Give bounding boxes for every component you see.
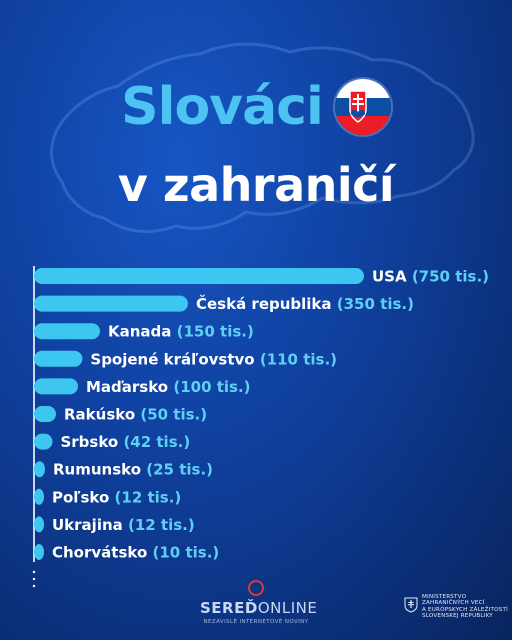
bar-kanada [34,323,100,340]
value-label: (50 tis.) [140,406,207,424]
bar-usa [34,268,364,284]
bar-label-chorvatsko: Chorvátsko (10 tis.) [52,544,219,562]
bar-label-ceska-republika: Česká republika (350 tis.) [196,294,414,313]
category-label: Česká republika [196,294,337,313]
page-title-line2: v zahraničí [117,158,395,212]
value-label: (25 tis.) [146,461,213,479]
title-text: Slováci [121,77,324,137]
value-label: (42 tis.) [123,433,190,451]
axis-dot [32,584,36,588]
bar-label-kanada: Kanada (150 tis.) [108,323,254,341]
seredonline-logo: SEREĎONLINE NEZÁVISLÉ INTERNETOVÉ NOVINY [200,580,318,625]
bar-ukrajina [34,516,44,533]
bar-label-rumunsko: Rumunsko (25 tis.) [53,461,213,479]
value-label: (350 tis.) [337,295,414,313]
category-label: Maďarsko [86,378,173,396]
bar-madarsko [34,378,78,395]
bar-label-usa: USA (750 tis.) [372,268,489,286]
slovak-flag-icon [334,79,391,135]
bar-rumunsko [34,461,45,478]
seredonline-tagline: NEZÁVISLÉ INTERNETOVÉ NOVINY [203,619,309,625]
bar-label-spojene-kralovstvo: Spojené kráľovstvo (110 tis.) [90,350,337,368]
value-label: (12 tis.) [128,516,195,534]
seredonline-mark-icon [248,580,264,596]
bar-label-polsko: Poľsko (12 tis.) [52,488,181,506]
seredonline-brand: SEREĎONLINE [200,599,318,617]
axis-dot [32,570,36,574]
bar-label-rakusko: Rakúsko (50 tis.) [64,406,207,424]
category-label: Rumunsko [53,461,146,479]
bar-polsko [34,488,44,505]
category-label: Srbsko [60,433,123,451]
category-label: Poľsko [52,488,115,506]
bar-srbsko [34,433,53,450]
ministry-logo: MINISTERSTVO ZAHRANIČNÝCH VECÍ A EURÓPSK… [404,594,508,626]
slovak-coat-of-arms-icon [404,597,418,613]
category-label: Chorvátsko [52,544,153,562]
bar-rakusko [34,406,56,422]
axis-dot [32,577,36,581]
value-label: (150 tis.) [177,323,254,341]
category-label: Spojené kráľovstvo [90,350,259,368]
ministry-name: MINISTERSTVO ZAHRANIČNÝCH VECÍ A EURÓPSK… [422,594,508,620]
category-label: Ukrajina [52,516,128,534]
category-label: USA [372,268,412,286]
value-label: (100 tis.) [173,378,250,396]
bar-label-madarsko: Maďarsko (100 tis.) [86,378,251,396]
bar-chorvatsko [34,544,44,560]
value-label: (750 tis.) [412,268,489,286]
value-label: (110 tis.) [260,350,337,368]
value-label: (12 tis.) [115,488,182,506]
bar-ceska-republika [34,295,188,312]
bar-spojene-kralovstvo [34,350,83,367]
category-label: Rakúsko [64,406,140,424]
bar-label-srbsko: Srbsko (42 tis.) [60,433,190,451]
category-label: Kanada [108,323,177,341]
bar-label-ukrajina: Ukrajina (12 tis.) [52,516,195,534]
value-label: (10 tis.) [153,544,220,562]
page-title-line1: Slováci [0,74,512,137]
